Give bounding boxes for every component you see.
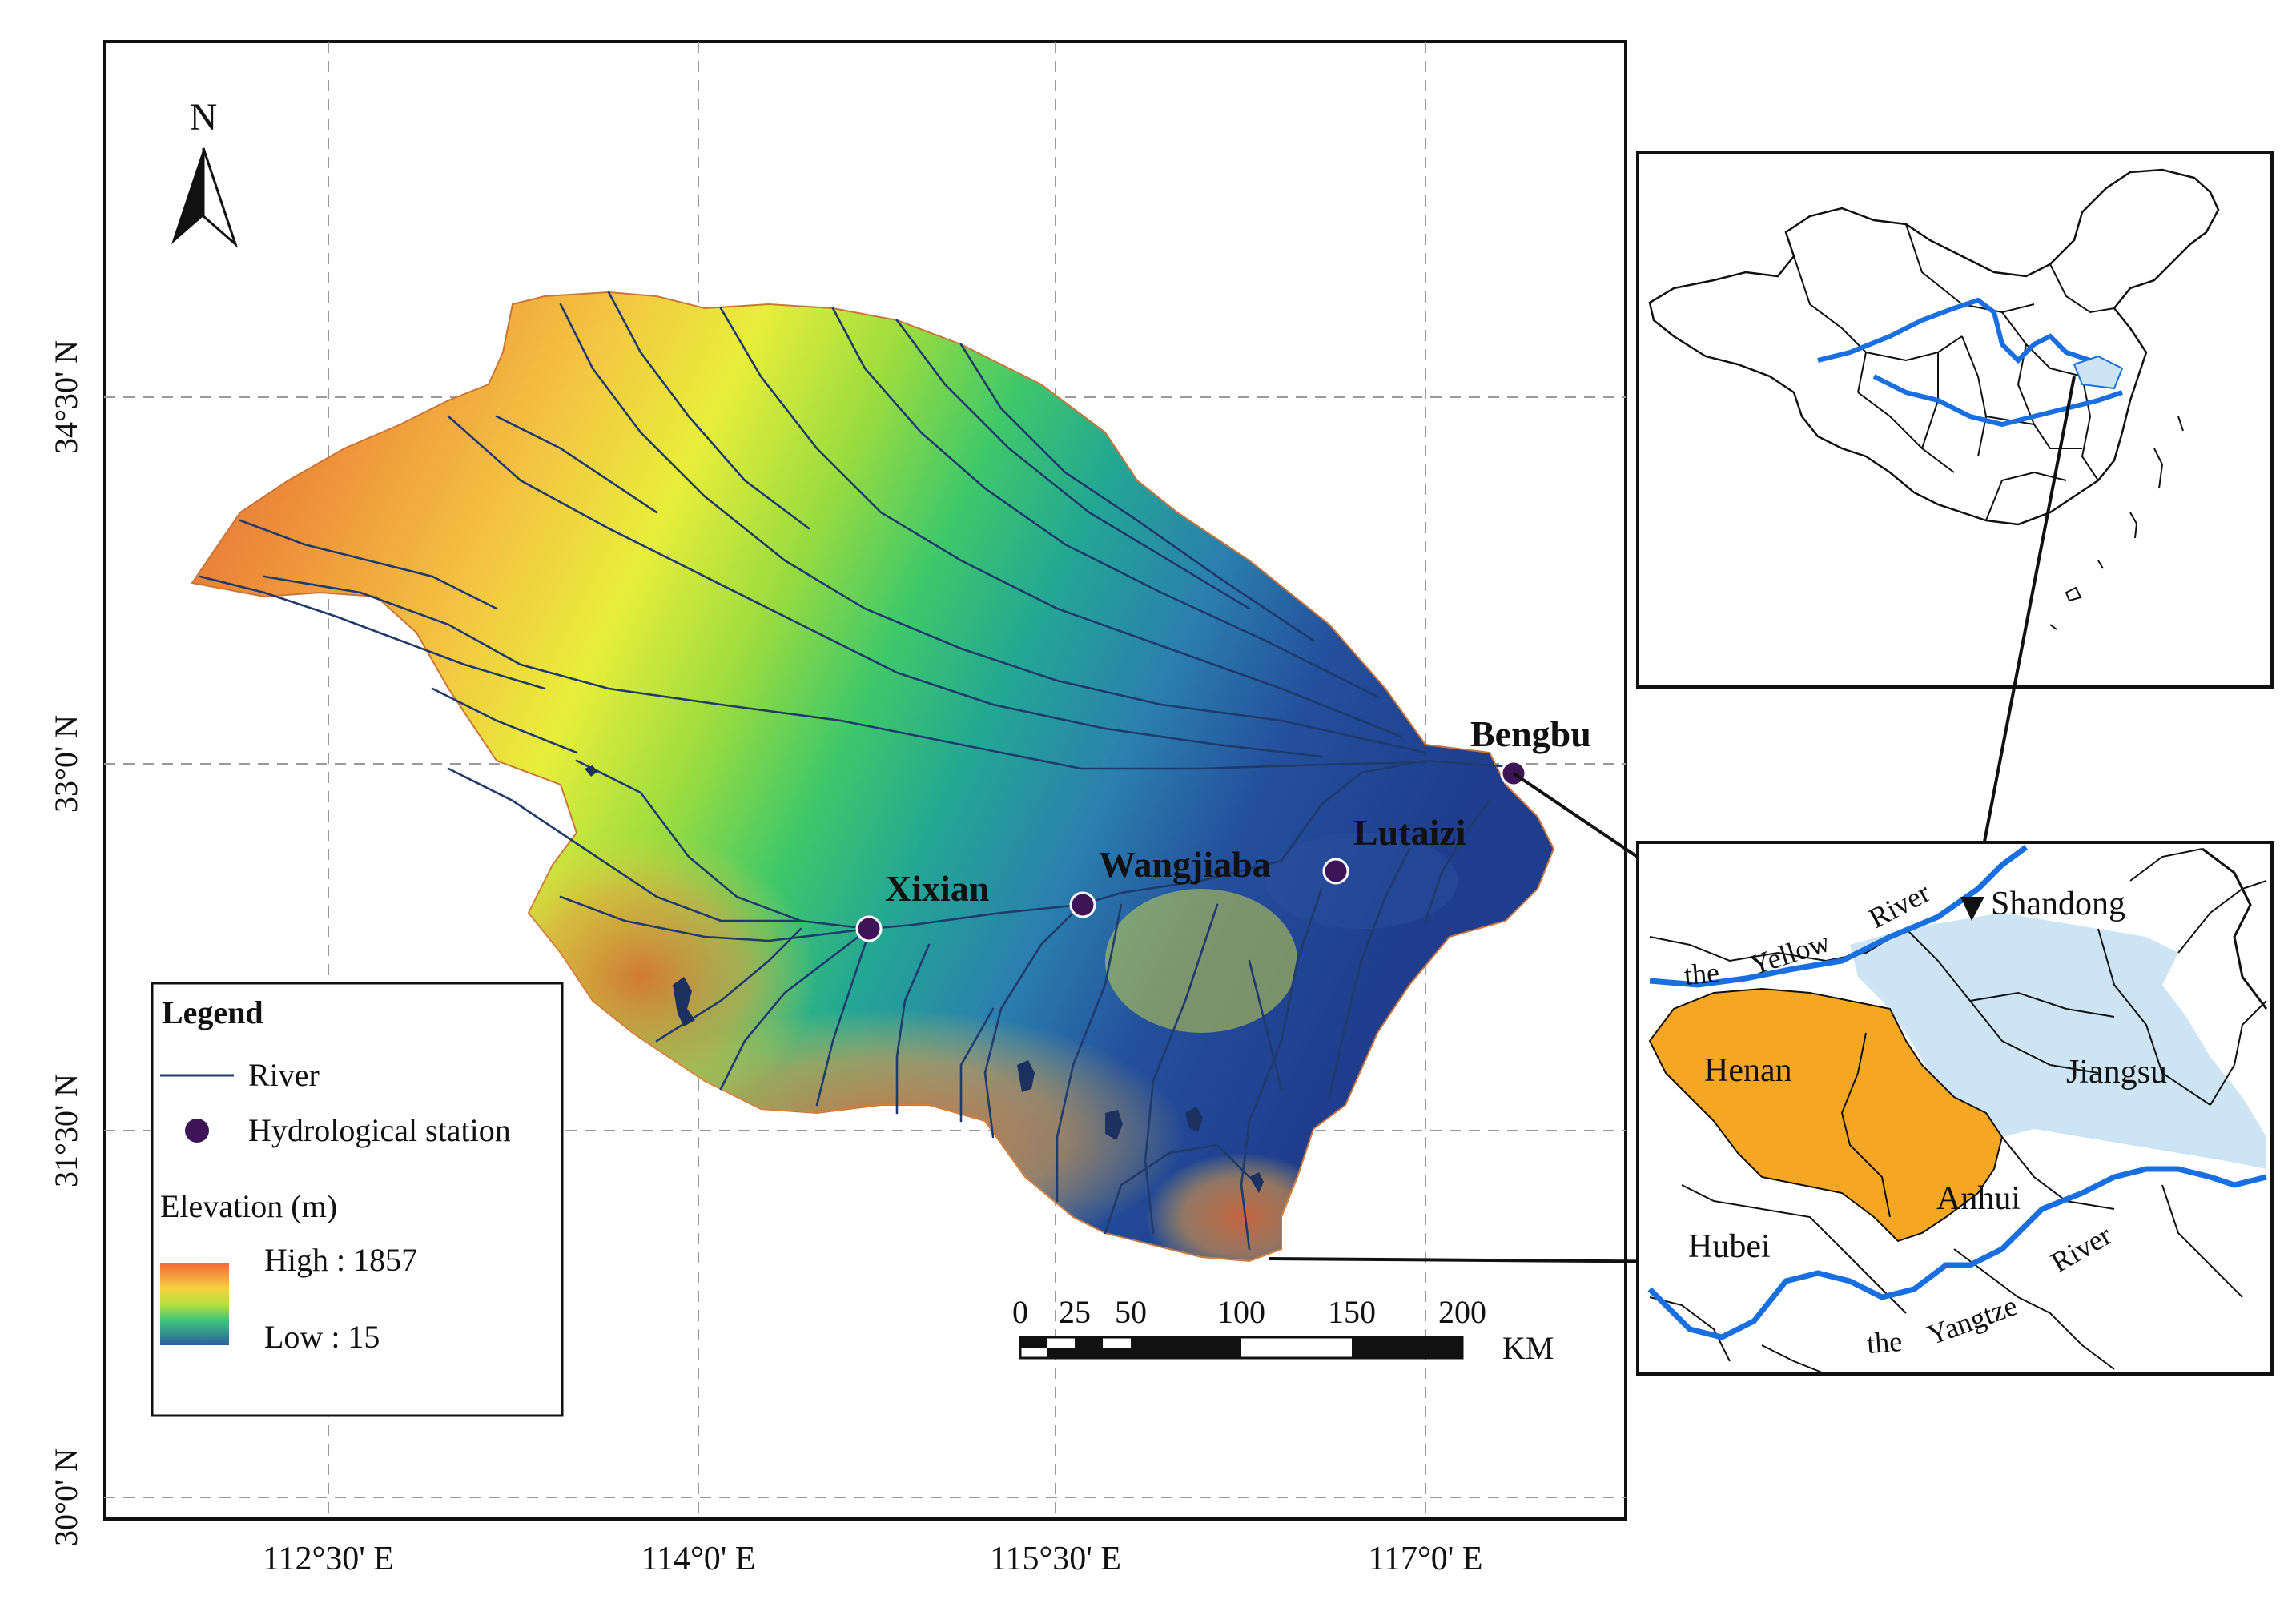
coastline bbox=[2202, 847, 2268, 1010]
henan-anhui-area bbox=[1648, 987, 2004, 1243]
henan-anhui-border bbox=[1840, 1032, 1891, 1218]
legend-elevation-title: Elevation (m) bbox=[160, 1188, 337, 1224]
lon-label-115-30: 115°30' E bbox=[990, 1541, 1121, 1577]
label-hubei: Hubei bbox=[1688, 1228, 1771, 1265]
north-arrow-icon: N bbox=[171, 96, 239, 248]
china-outline bbox=[1648, 168, 2220, 526]
scale-tick-25: 25 bbox=[1059, 1294, 1091, 1330]
hydrological-stations: Xixian Wangjiaba Lutaizi Bengbu bbox=[855, 713, 1591, 942]
legend-river-label: River bbox=[248, 1057, 320, 1093]
river-network bbox=[199, 291, 1515, 1251]
label-shandong: Shandong bbox=[1991, 886, 2125, 922]
inset-yangtze-river bbox=[1647, 1166, 2267, 1340]
scale-tick-100: 100 bbox=[1217, 1294, 1265, 1330]
label-henan: Henan bbox=[1704, 1052, 1792, 1089]
legend-elevation-ramp bbox=[160, 1263, 229, 1345]
longitude-labels: 112°30' E 114°0' E 115°30' E 117°0' E bbox=[263, 1541, 1482, 1577]
legend-title: Legend bbox=[162, 994, 263, 1030]
lat-label-31-30: 31°30' N bbox=[48, 1074, 84, 1187]
station-wangjiaba: Wangjiaba bbox=[1069, 844, 1271, 918]
inset-arrow-tip bbox=[1960, 897, 1984, 921]
scale-tick-50: 50 bbox=[1115, 1294, 1147, 1330]
scale-tick-150: 150 bbox=[1328, 1294, 1376, 1330]
label-anhui: Anhui bbox=[1936, 1180, 2021, 1217]
china-basin-highlight bbox=[2073, 355, 2124, 390]
china-yangtze-river bbox=[1872, 374, 2123, 428]
inset-arrow bbox=[1961, 376, 2076, 911]
legend-station-swatch bbox=[185, 1119, 209, 1143]
province-borders bbox=[1649, 848, 2267, 1375]
lat-label-33-0: 33°0' N bbox=[48, 715, 84, 813]
scale-bar: 0 25 50 100 150 200 KM bbox=[1012, 1294, 1554, 1366]
lat-label-30-0: 30°0' N bbox=[48, 1448, 84, 1546]
legend-high-label: High : 1857 bbox=[264, 1242, 417, 1278]
station-bengbu: Bengbu bbox=[1470, 713, 1591, 787]
label-jiangsu: Jiangsu bbox=[2066, 1054, 2167, 1091]
scale-tick-0: 0 bbox=[1012, 1294, 1028, 1330]
latitude-labels: 34°30' N 33°0' N 31°30' N 30°0' N bbox=[48, 340, 84, 1546]
station-label-xixian: Xixian bbox=[885, 868, 989, 909]
inset-china-map bbox=[1636, 151, 2274, 689]
china-islands bbox=[2049, 416, 2184, 630]
station-xixian: Xixian bbox=[855, 868, 989, 942]
lat-label-34-30: 34°30' N bbox=[48, 340, 84, 454]
china-yellow-river bbox=[1817, 297, 2115, 371]
station-label-lutaizi: Lutaizi bbox=[1353, 812, 1466, 853]
label-yellow-river-the: the bbox=[1683, 956, 1720, 991]
station-label-wangjiaba: Wangjiaba bbox=[1099, 844, 1271, 885]
legend-low-label: Low : 15 bbox=[264, 1319, 380, 1355]
scale-unit: KM bbox=[1502, 1330, 1554, 1366]
reservoirs bbox=[585, 765, 1264, 1193]
north-label: N bbox=[190, 96, 218, 139]
inset-yellow-river bbox=[1649, 845, 2029, 988]
label-yangtze-the: the bbox=[1866, 1325, 1904, 1360]
lon-label-117-0: 117°0' E bbox=[1369, 1541, 1483, 1577]
station-label-bengbu: Bengbu bbox=[1470, 713, 1591, 754]
legend: Legend River Hydrological station Elevat… bbox=[151, 982, 564, 1417]
scale-tick-200: 200 bbox=[1438, 1294, 1486, 1330]
lon-label-114-0: 114°0' E bbox=[641, 1541, 756, 1577]
station-lutaizi: Lutaizi bbox=[1322, 812, 1466, 885]
legend-station-label: Hydrological station bbox=[248, 1112, 511, 1148]
lon-label-112-30: 112°30' E bbox=[263, 1541, 394, 1577]
inset-provinces-map: Shandong Henan Jiangsu Anhui Hubei the Y… bbox=[1636, 841, 2274, 1376]
